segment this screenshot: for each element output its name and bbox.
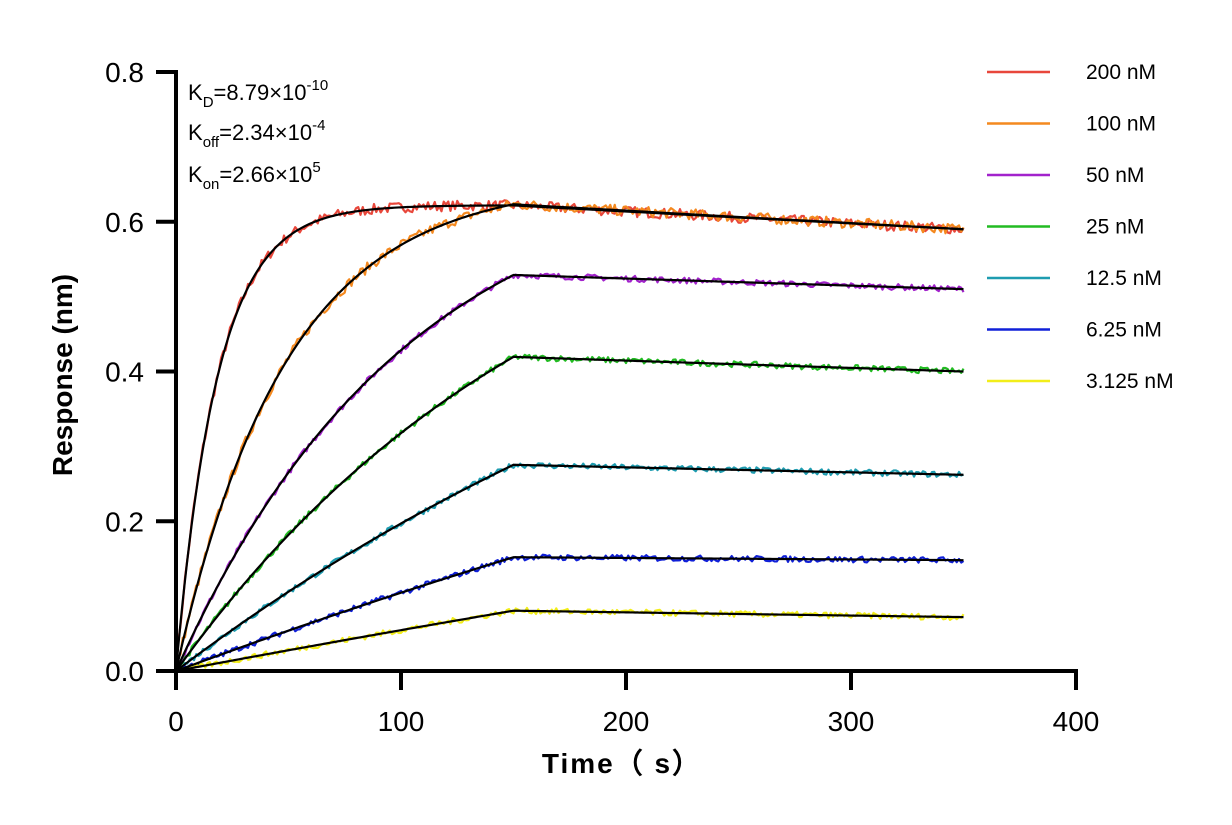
y-tick-label: 0.4 — [105, 357, 144, 388]
legend-item: 12.5 nM — [987, 267, 1162, 290]
fit-curve — [174, 204, 964, 672]
koff-annotation: Koff=2.34×10-4 — [188, 117, 325, 151]
legend-item: 6.25 nM — [987, 319, 1162, 342]
x-tick-label: 400 — [1053, 706, 1100, 737]
legend-label: 3.125 nM — [1086, 370, 1174, 393]
y-tick-label: 0.6 — [105, 207, 144, 238]
series-trace — [174, 200, 965, 672]
legend-item: 200 nM — [987, 61, 1156, 84]
fit-curve — [175, 463, 964, 672]
legend-label: 25 nM — [1086, 216, 1144, 239]
series-trace — [176, 462, 964, 673]
y-tick-label: 0.0 — [105, 656, 144, 687]
constants-annotation: KD=8.79×10-10 Koff=2.34×10-4 Kon=2.66×10… — [188, 77, 328, 193]
x-tick-label: 200 — [603, 706, 650, 737]
legend-item: 3.125 nM — [987, 370, 1174, 393]
legend-item: 50 nM — [987, 164, 1144, 187]
y-tick-label: 0.2 — [105, 506, 144, 537]
legend-label: 200 nM — [1086, 61, 1156, 84]
x-axis-title: Time（ s） — [542, 747, 702, 779]
x-tick-label: 0 — [168, 706, 184, 737]
x-tick-label: 300 — [828, 706, 875, 737]
legend: 200 nM 100 nM 50 nM 25 nM 12.5 nM 6.25 nM 3.12… — [987, 61, 1174, 393]
series-trace — [175, 606, 965, 673]
legend-label: 50 nM — [1086, 164, 1144, 187]
y-tick-label: 0.8 — [105, 57, 144, 88]
fit-curve — [175, 355, 964, 672]
legend-label: 12.5 nM — [1086, 267, 1162, 290]
legend-label: 6.25 nM — [1086, 319, 1162, 342]
legend-label: 100 nM — [1086, 113, 1156, 136]
kd-annotation: KD=8.79×10-10 — [188, 77, 328, 111]
kon-annotation: Kon=2.66×105 — [188, 159, 321, 193]
series-trace — [174, 199, 965, 672]
legend-item: 100 nM — [987, 113, 1156, 136]
fit-curve — [174, 273, 964, 672]
fit-curve — [175, 609, 964, 673]
fit-curve — [175, 556, 964, 673]
series-trace — [175, 353, 965, 673]
y-axis-title: Response (nm) — [47, 274, 78, 476]
fit-curve — [174, 203, 964, 672]
tick-layer: 0 100 200 300 400 0.0 0.2 0.4 0.6 0.8 — [105, 57, 1099, 737]
data-layer — [174, 199, 965, 673]
x-tick-label: 100 — [378, 706, 425, 737]
legend-item: 25 nM — [987, 216, 1144, 239]
